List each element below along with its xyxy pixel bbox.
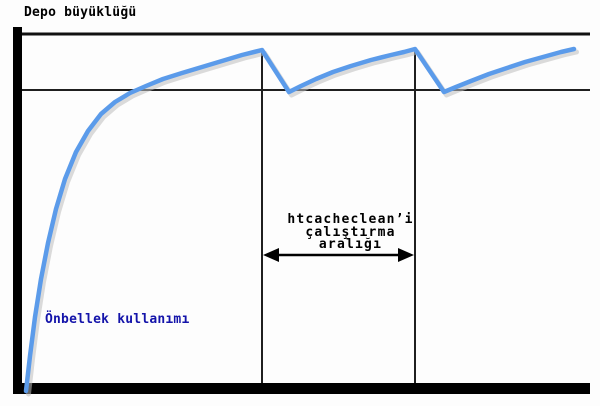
interval-label-line3: aralığı [318, 237, 383, 252]
cache-usage-curve [23, 46, 577, 394]
interval-label-line2: çalıştırma [305, 224, 396, 240]
interval-arrow-left-head [263, 248, 279, 262]
y-axis [13, 27, 22, 394]
interval-label: htcacheclean’i çalıştırma aralığı [263, 212, 438, 252]
interval-label-line1: htcacheclean’i [287, 212, 414, 227]
curve-label: Önbellek kullanımı [45, 312, 190, 327]
chart-title: Depo büyüklüğü [24, 5, 137, 20]
interval-arrow-right-head [398, 248, 414, 262]
x-axis [13, 383, 590, 394]
